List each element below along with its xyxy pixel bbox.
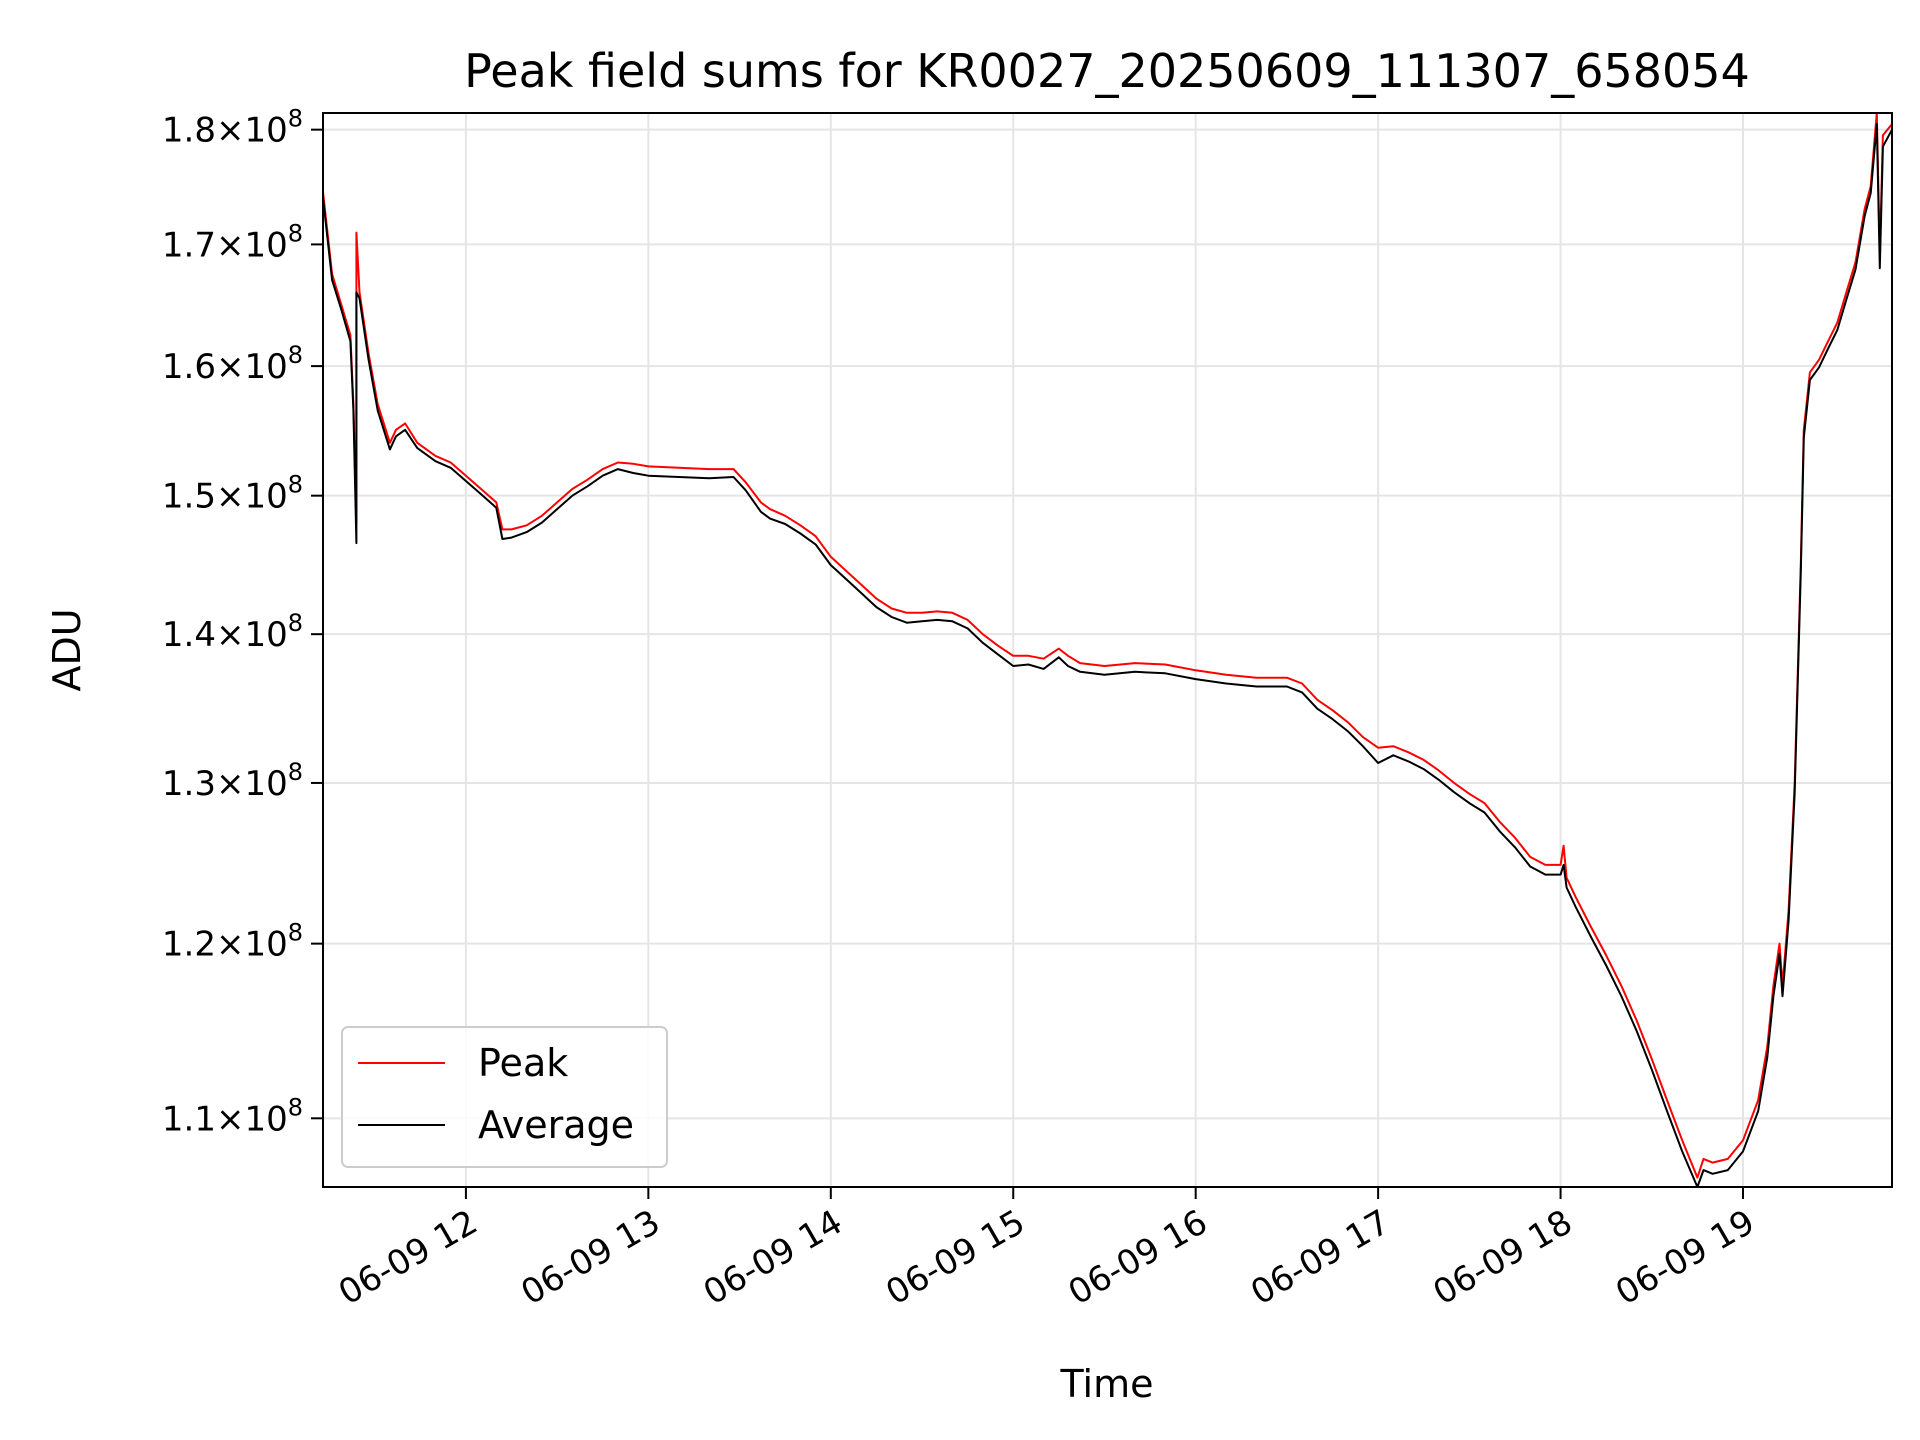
y-axis: 1.1×108 1.2×108 1.3×108 1.4×108 1.5×108 1.6×1… <box>162 105 323 1139</box>
y-tick-label: 1.8×108 <box>162 105 303 151</box>
legend-label-average: Average <box>478 1103 634 1147</box>
series-line-average <box>322 123 1893 1188</box>
series-layer <box>322 112 1893 1188</box>
plot-frame <box>322 112 1893 1188</box>
y-tick-label: 1.3×108 <box>162 758 303 804</box>
legend: Peak Average <box>341 1026 668 1168</box>
grid <box>323 113 1892 1187</box>
x-axis-label: Time <box>1060 1362 1154 1406</box>
y-tick-label: 1.7×108 <box>162 219 303 265</box>
y-tick-label: 1.2×108 <box>162 919 303 965</box>
legend-label-peak: Peak <box>478 1041 568 1085</box>
y-tick-label: 1.6×108 <box>162 341 303 387</box>
chart-title: Peak field sums for KR0027_20250609_1113… <box>464 44 1750 98</box>
y-tick-label: 1.4×108 <box>162 609 303 655</box>
y-axis-label: ADU <box>45 608 89 691</box>
y-tick-label: 1.1×108 <box>162 1093 303 1139</box>
series-line-peak <box>322 112 1893 1179</box>
y-tick-label: 1.5×108 <box>162 471 303 517</box>
